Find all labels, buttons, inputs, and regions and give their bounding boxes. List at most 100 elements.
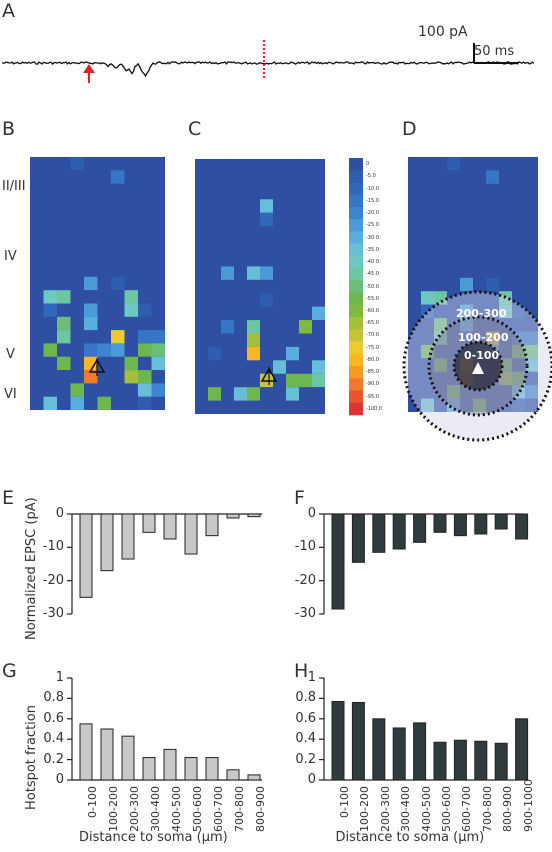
bar <box>142 757 156 781</box>
colorbar-swatch <box>349 268 363 281</box>
x-tick-label: 200-300 <box>378 786 392 832</box>
epsc-trace-panel <box>1 40 535 83</box>
bar <box>163 513 177 540</box>
y-tick-label: 0 <box>55 506 64 521</box>
y-tick-label: 1 <box>55 670 64 685</box>
panel-label-c: C <box>188 118 202 140</box>
bar <box>413 722 427 781</box>
y-tick-label: 0.6 <box>295 710 316 726</box>
colorbar-swatch <box>349 207 363 220</box>
bar <box>515 718 529 781</box>
colorbar-tick-label: -15.0 <box>366 197 379 204</box>
colorbar-swatch <box>349 170 363 183</box>
y-axis-label: Hotspot fraction <box>24 705 39 810</box>
bar <box>392 727 406 781</box>
colorbar-swatch <box>349 292 363 306</box>
colorbar-swatch <box>349 329 363 342</box>
ring-label-100-200: 100-200 <box>458 331 509 344</box>
ring-label-0-100: 0-100 <box>464 349 500 362</box>
colorbar-tick-label: 0 <box>366 161 370 168</box>
bar <box>453 739 467 781</box>
x-tick-label: 0-100 <box>338 786 351 818</box>
y-tick-label: 0.8 <box>295 690 316 706</box>
layer-label-4: IV <box>4 249 17 264</box>
ring-label-200-300: 200-300 <box>456 307 507 320</box>
bar <box>351 701 365 781</box>
x-axis-label: Distance to soma (μm) <box>79 830 228 845</box>
bar <box>226 769 240 781</box>
stimulus-arrow-icon <box>83 64 95 73</box>
panel-label-e: E <box>2 487 15 509</box>
colorbar-swatch <box>349 182 363 195</box>
colorbar-tick-label: -90.0 <box>366 381 379 388</box>
y-tick-label: 0.4 <box>43 731 64 747</box>
colorbar-tick-label: -60.0 <box>366 307 379 314</box>
colorbar-tick-label: -40.0 <box>366 259 379 266</box>
x-tick-label: 100-200 <box>358 786 372 832</box>
x-tick-label: 700-800 <box>233 786 246 832</box>
colorbar-swatch <box>349 280 363 293</box>
bar <box>351 513 365 563</box>
bar <box>494 742 508 781</box>
soma-icon <box>472 362 484 374</box>
layer-label-6: VI <box>4 387 17 402</box>
y-tick-label: 1 <box>307 670 316 685</box>
x-tick-label: 500-600 <box>440 786 453 832</box>
bar <box>433 513 447 533</box>
colorbar-tick-label: -65.0 <box>366 320 379 327</box>
bar <box>79 723 93 781</box>
x-tick-label: 900-1000 <box>521 779 535 832</box>
colorbar-tick-label: -5.0 <box>366 173 376 180</box>
colorbar-tick-label: -70.0 <box>366 332 379 339</box>
y-tick-label: -20 <box>294 572 316 588</box>
panel-label-h: H <box>294 660 309 682</box>
y-tick-label: -10 <box>294 539 316 555</box>
colorbar-swatch <box>349 255 363 269</box>
bar <box>205 757 219 781</box>
y-tick-label: 0.2 <box>295 751 316 767</box>
colorbar-tick-label: -55.0 <box>366 295 379 302</box>
bar <box>474 513 488 535</box>
y-tick-label: 0 <box>55 772 64 787</box>
y-tick-label: 0.4 <box>295 731 316 747</box>
scale-label-current: 100 pA <box>418 24 468 40</box>
colorbar-tick-label: -100.0 <box>366 405 383 412</box>
colorbar-swatch <box>349 158 363 171</box>
bar <box>163 748 177 781</box>
colorbar-swatch <box>349 402 363 416</box>
y-tick-label: 0.6 <box>43 710 64 726</box>
colorbar-tick-label: -25.0 <box>366 222 379 229</box>
x-axis-label: Distance to soma (μm) <box>335 830 485 845</box>
colorbar-tick-label: -75.0 <box>366 344 379 351</box>
x-tick-label: 0-100 <box>86 786 99 818</box>
colorbar-tick-label: -50.0 <box>366 283 379 290</box>
x-tick-label: 300-400 <box>149 786 162 832</box>
colorbar-swatch <box>349 341 363 355</box>
y-tick-label: 0 <box>307 772 316 787</box>
x-tick-label: 600-700 <box>212 786 225 832</box>
x-tick-label: 200-300 <box>128 786 141 832</box>
x-tick-label: 700-800 <box>480 786 494 832</box>
soma-marker-b <box>88 358 106 376</box>
colorbar-swatch <box>349 219 363 232</box>
colorbar-swatch <box>349 304 363 318</box>
bar <box>100 728 114 781</box>
colorbar-swatch <box>349 243 363 257</box>
bar <box>226 513 240 519</box>
colorbar <box>349 158 363 416</box>
x-tick-label: 500-600 <box>191 786 204 832</box>
y-tick-label: -10 <box>42 539 64 555</box>
colorbar-swatch <box>349 317 363 330</box>
colorbar-swatch <box>349 353 363 367</box>
bar <box>331 700 345 781</box>
bar <box>453 513 467 537</box>
current-trace <box>1 61 535 78</box>
bar <box>413 513 427 543</box>
layer-label-2-3: II/III <box>2 179 26 194</box>
bar <box>121 735 135 781</box>
colorbar-tick-label: -35.0 <box>366 246 379 253</box>
bar <box>392 513 406 550</box>
bar <box>372 718 386 781</box>
bar <box>247 513 261 518</box>
heatmap-c <box>195 159 325 414</box>
